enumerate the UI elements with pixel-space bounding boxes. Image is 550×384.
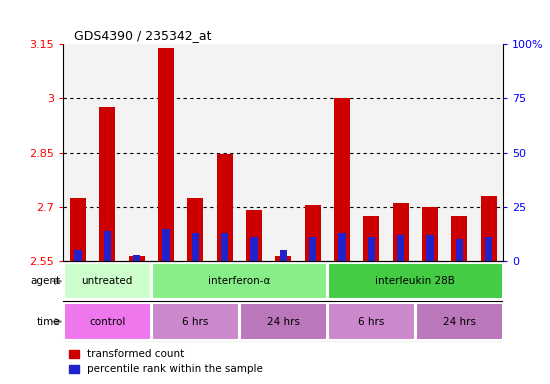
Bar (386, 44, 415, 261)
Text: GDS4390 / 235342_at: GDS4390 / 235342_at (74, 29, 212, 42)
Bar (240, 303, 327, 340)
Bar (64, 303, 151, 340)
Bar (334, 98, 350, 261)
Bar (305, 205, 321, 261)
Bar (217, 154, 233, 261)
Text: interleukin 28B: interleukin 28B (375, 276, 455, 286)
Bar (275, 256, 292, 261)
Bar (158, 48, 174, 261)
Bar (239, 44, 268, 261)
Bar (309, 237, 316, 261)
Bar (363, 216, 379, 261)
Bar (367, 237, 375, 261)
Bar (298, 44, 327, 261)
Bar (415, 44, 444, 261)
Text: control: control (89, 316, 125, 327)
Bar (133, 255, 140, 261)
Bar (393, 203, 409, 261)
Bar (180, 44, 210, 261)
Text: untreated: untreated (81, 276, 133, 286)
Bar (397, 235, 404, 261)
Bar (191, 233, 199, 261)
Text: interferon-α: interferon-α (208, 276, 271, 286)
Text: 6 hrs: 6 hrs (358, 316, 384, 327)
Bar (122, 44, 151, 261)
Bar (210, 44, 239, 261)
Bar (187, 198, 204, 261)
Bar (221, 233, 228, 261)
Legend: transformed count, percentile rank within the sample: transformed count, percentile rank withi… (64, 345, 267, 379)
Bar (103, 231, 111, 261)
Bar (481, 196, 497, 261)
Bar (268, 44, 298, 261)
Bar (356, 44, 386, 261)
Bar (74, 250, 81, 261)
Bar (444, 44, 474, 261)
Bar (328, 303, 415, 340)
Bar (485, 237, 492, 261)
Bar (64, 263, 151, 300)
Bar (246, 210, 262, 261)
Text: 24 hrs: 24 hrs (267, 316, 300, 327)
Bar (151, 44, 180, 261)
Bar (327, 44, 356, 261)
Bar (70, 198, 86, 261)
Text: 6 hrs: 6 hrs (182, 316, 208, 327)
Bar (422, 207, 438, 261)
Bar (152, 303, 239, 340)
Bar (338, 233, 345, 261)
Bar (63, 44, 92, 261)
Text: agent: agent (30, 276, 60, 286)
Bar (455, 239, 463, 261)
Text: 24 hrs: 24 hrs (443, 316, 476, 327)
Bar (426, 235, 433, 261)
Bar (152, 263, 327, 300)
Bar (250, 237, 257, 261)
Bar (92, 44, 122, 261)
Bar (279, 250, 287, 261)
Bar (416, 303, 503, 340)
Bar (99, 108, 116, 261)
Bar (328, 263, 503, 300)
Bar (129, 256, 145, 261)
Text: time: time (37, 316, 60, 327)
Bar (451, 216, 468, 261)
Bar (162, 228, 169, 261)
Bar (474, 44, 503, 261)
